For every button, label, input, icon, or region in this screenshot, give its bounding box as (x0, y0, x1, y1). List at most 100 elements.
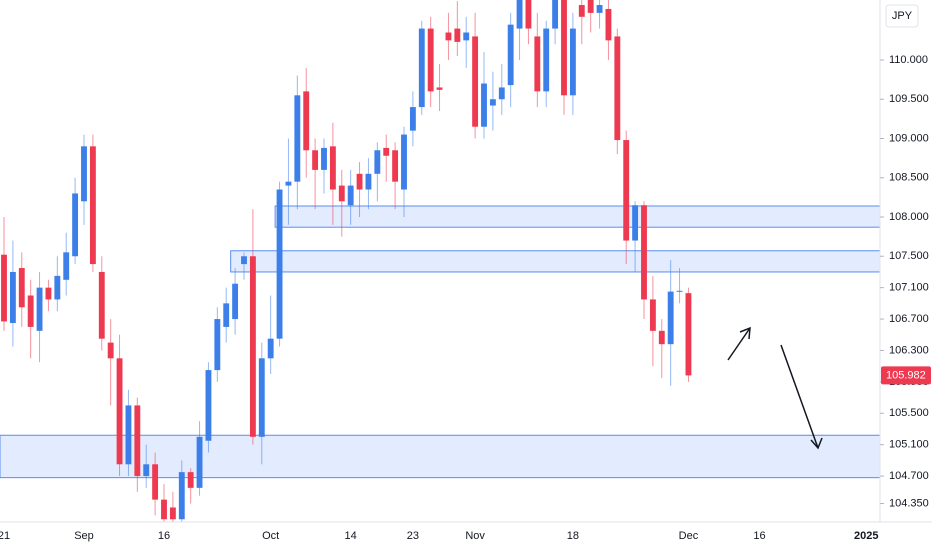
price-axis-bg (880, 0, 932, 550)
candle-body (338, 185, 345, 202)
candle-body (63, 252, 70, 280)
candle-body (72, 193, 79, 257)
candle-body (232, 283, 239, 320)
x-tick-label: 2025 (854, 530, 878, 542)
y-tick-label: 104.350 (889, 497, 929, 509)
arrow-down (780, 344, 819, 449)
candles (1, 0, 692, 532)
last-price-marker (881, 366, 931, 385)
axes: 110.000 109.500 109.000 108.500 108.000 107.5… (0, 54, 931, 542)
x-tick-label: Nov (465, 530, 485, 542)
candle-body (214, 319, 221, 371)
candle-body (383, 147, 390, 156)
candle-body (401, 134, 407, 190)
candle-body (285, 181, 292, 186)
y-tick-label: 109.500 (889, 93, 929, 105)
candle-body (605, 8, 612, 41)
candle-body (169, 507, 176, 520)
candle-body (356, 173, 363, 190)
candle-body (552, 0, 559, 29)
y-tick-label: 105.100 (889, 439, 929, 451)
x-tick-label: 23 (407, 530, 419, 542)
candle-body (81, 146, 87, 202)
y-tick-label: 108.000 (889, 211, 929, 223)
arrows (727, 326, 823, 450)
candle-body (623, 140, 630, 241)
candle-body (498, 87, 505, 100)
x-tick-label: Dec (679, 530, 699, 542)
candle-body (294, 95, 301, 182)
y-tick-label: 110.000 (889, 54, 928, 66)
candle-body (507, 24, 514, 86)
candle-body (303, 91, 310, 151)
candle-body (9, 271, 16, 323)
candle-body (196, 436, 203, 488)
candle-body (18, 268, 25, 308)
candle-body (578, 5, 585, 17)
arrow-head (810, 437, 823, 450)
candle-body (427, 28, 434, 92)
candle-body (587, 0, 594, 13)
candle-body (667, 291, 674, 345)
x-tick-label: 14 (345, 530, 357, 542)
candle-body (89, 146, 96, 265)
candle-body (649, 299, 656, 331)
candle-body (418, 28, 425, 108)
candle-body (347, 185, 354, 206)
candle-body (463, 32, 470, 41)
candle-body (161, 499, 167, 520)
candle-body (472, 36, 479, 127)
y-tick-label: 106.300 (889, 344, 929, 356)
zone (0, 434, 881, 479)
candle-body (116, 358, 123, 465)
candle-body (329, 146, 336, 190)
candle-body (596, 5, 603, 13)
candle-body (143, 464, 150, 477)
candle-body (54, 275, 61, 300)
zone (230, 250, 881, 273)
candle-body (45, 287, 52, 300)
x-tick-label: Oct (262, 530, 279, 542)
candle-body (258, 358, 265, 437)
x-tick-label: 21 (0, 530, 10, 542)
y-tick-label: 107.500 (889, 250, 929, 262)
currency[interactable]: JPY (892, 10, 913, 22)
candle-body (152, 464, 159, 500)
x-tick-label: 18 (567, 530, 579, 542)
y-tick-label: 105.500 (889, 407, 929, 419)
candle-body (543, 28, 550, 92)
y-tick-label: 108.500 (889, 172, 929, 184)
candle-body (178, 472, 185, 520)
candle-body (249, 256, 256, 437)
candle-body (561, 0, 567, 96)
x-tick-label: 16 (753, 530, 765, 542)
candle-body (223, 303, 230, 327)
candle-body (525, 0, 532, 29)
candle-body (632, 205, 639, 241)
candle-body (267, 338, 274, 359)
candle-body (187, 472, 194, 488)
candle-body (409, 107, 416, 131)
candle-body (685, 293, 692, 376)
candle-body (658, 330, 665, 345)
arrow-head (739, 326, 751, 340)
y-tick-label: 104.700 (889, 470, 929, 482)
candle-body (436, 87, 443, 90)
candle-body (321, 147, 327, 170)
y-tick-label: 107.100 (889, 282, 929, 294)
candle-body (241, 256, 247, 265)
zone (274, 205, 881, 228)
candle-body (569, 28, 576, 96)
candle-body (365, 173, 372, 190)
candle-body (516, 0, 523, 29)
candle-body (614, 36, 621, 141)
candle-body (1, 254, 7, 322)
currency-box[interactable] (885, 4, 919, 28)
candle-body (641, 205, 647, 300)
candle-body (98, 271, 105, 339)
candle-body (454, 28, 461, 42)
candle-body (134, 405, 141, 477)
arrow-up (727, 327, 751, 361)
candle-body (445, 32, 452, 41)
